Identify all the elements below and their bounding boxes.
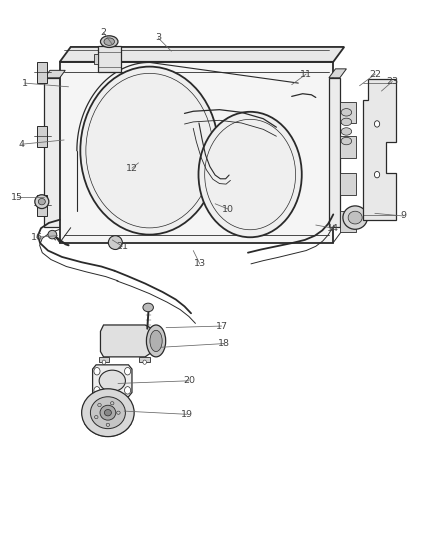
Polygon shape <box>139 357 150 362</box>
Ellipse shape <box>143 303 153 312</box>
Text: 12: 12 <box>126 164 138 173</box>
Polygon shape <box>339 102 356 123</box>
Polygon shape <box>36 195 46 216</box>
Text: 23: 23 <box>385 77 398 86</box>
Polygon shape <box>44 70 65 78</box>
Text: 3: 3 <box>155 34 161 43</box>
Ellipse shape <box>94 368 100 375</box>
Text: 17: 17 <box>215 321 227 330</box>
Polygon shape <box>100 325 159 357</box>
Text: 22: 22 <box>368 70 381 78</box>
Ellipse shape <box>146 325 165 357</box>
Ellipse shape <box>143 360 146 365</box>
Ellipse shape <box>150 330 162 352</box>
Ellipse shape <box>80 67 218 235</box>
Polygon shape <box>339 173 356 195</box>
Ellipse shape <box>347 211 361 224</box>
Ellipse shape <box>104 409 111 416</box>
Polygon shape <box>60 47 343 62</box>
Bar <box>44 78 60 227</box>
Polygon shape <box>98 46 120 72</box>
Ellipse shape <box>38 198 45 205</box>
Ellipse shape <box>35 195 49 208</box>
Ellipse shape <box>100 405 116 420</box>
Ellipse shape <box>124 368 131 375</box>
Text: 19: 19 <box>180 410 192 419</box>
Polygon shape <box>99 357 109 362</box>
Text: 11: 11 <box>300 70 311 78</box>
Ellipse shape <box>340 109 351 116</box>
Polygon shape <box>328 69 346 78</box>
Text: 18: 18 <box>217 339 230 348</box>
Ellipse shape <box>99 370 125 391</box>
Ellipse shape <box>374 172 379 178</box>
Text: 20: 20 <box>183 376 194 385</box>
Polygon shape <box>339 136 356 158</box>
Ellipse shape <box>104 38 114 45</box>
Ellipse shape <box>81 389 134 437</box>
Ellipse shape <box>108 236 122 249</box>
Polygon shape <box>36 62 46 83</box>
Ellipse shape <box>124 386 131 394</box>
Ellipse shape <box>340 128 351 135</box>
Text: 14: 14 <box>327 224 339 233</box>
Ellipse shape <box>198 112 301 237</box>
Ellipse shape <box>100 36 118 47</box>
Polygon shape <box>328 78 339 227</box>
Polygon shape <box>94 54 98 64</box>
Text: 15: 15 <box>11 193 23 202</box>
Text: 21: 21 <box>116 242 128 251</box>
Text: 1: 1 <box>22 78 28 87</box>
Ellipse shape <box>340 118 351 126</box>
Text: 2: 2 <box>100 28 106 37</box>
Text: 9: 9 <box>399 212 406 221</box>
Text: 4: 4 <box>19 140 25 149</box>
Text: 16: 16 <box>31 233 42 242</box>
Polygon shape <box>60 62 332 243</box>
Polygon shape <box>36 126 46 147</box>
Ellipse shape <box>340 138 351 145</box>
Text: 13: 13 <box>193 260 205 268</box>
Ellipse shape <box>102 360 106 365</box>
Ellipse shape <box>94 386 100 394</box>
Polygon shape <box>339 211 356 232</box>
Polygon shape <box>362 79 395 220</box>
Ellipse shape <box>374 121 379 127</box>
Ellipse shape <box>48 230 57 239</box>
Ellipse shape <box>342 206 367 229</box>
Polygon shape <box>92 365 132 397</box>
Text: 10: 10 <box>222 205 234 214</box>
Ellipse shape <box>90 397 125 429</box>
